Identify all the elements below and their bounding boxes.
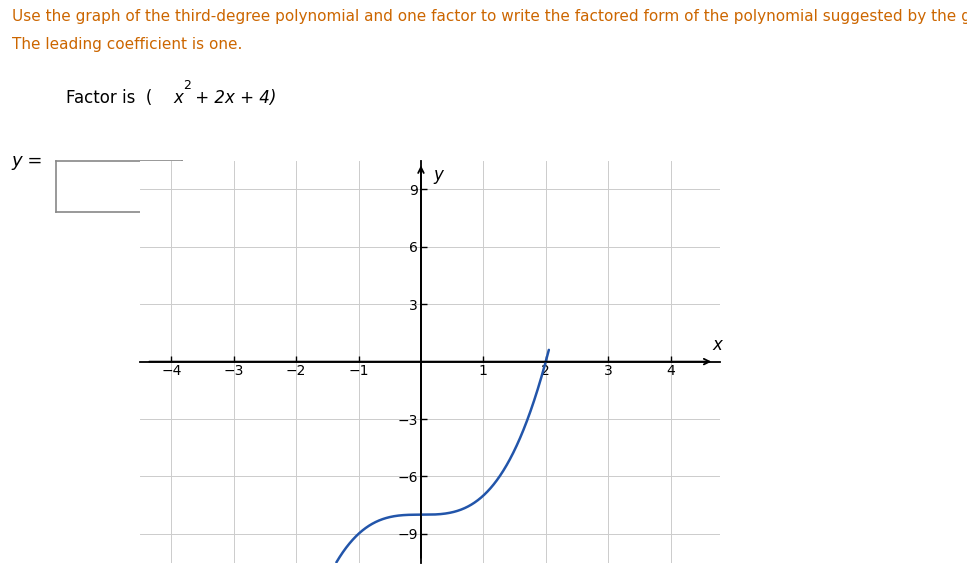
Text: y =: y =	[12, 152, 44, 170]
Text: y: y	[433, 166, 443, 184]
Text: 2: 2	[183, 79, 190, 92]
Text: Factor is  (: Factor is (	[66, 89, 152, 107]
Text: + 2x + 4): + 2x + 4)	[190, 89, 277, 107]
Text: x: x	[713, 336, 722, 354]
Text: Use the graph of the third-degree polynomial and one factor to write the factore: Use the graph of the third-degree polyno…	[12, 9, 967, 24]
Text: x: x	[173, 89, 183, 107]
Text: The leading coefficient is one.: The leading coefficient is one.	[12, 37, 242, 52]
